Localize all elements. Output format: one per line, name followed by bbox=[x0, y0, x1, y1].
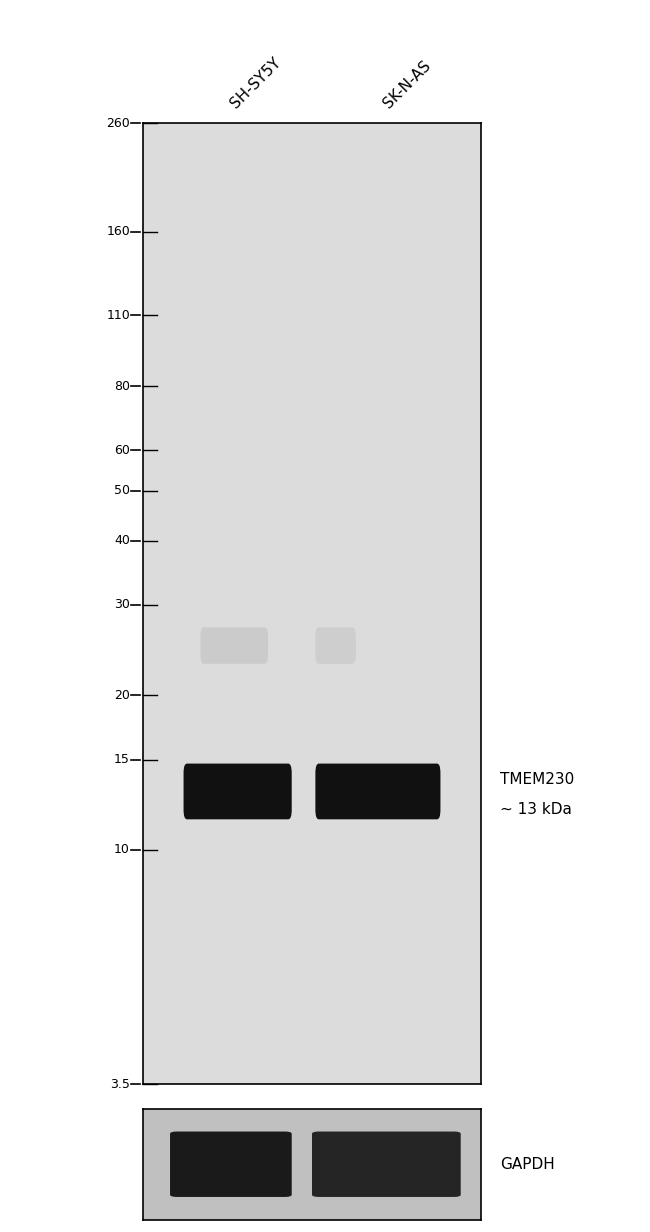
Text: SK-N-AS: SK-N-AS bbox=[380, 58, 434, 111]
Text: 15: 15 bbox=[114, 753, 130, 766]
Text: 30: 30 bbox=[114, 599, 130, 611]
FancyBboxPatch shape bbox=[170, 1131, 292, 1198]
Text: 40: 40 bbox=[114, 535, 130, 547]
Text: 110: 110 bbox=[106, 308, 130, 322]
FancyBboxPatch shape bbox=[315, 627, 356, 664]
FancyBboxPatch shape bbox=[312, 1131, 461, 1198]
Text: 80: 80 bbox=[114, 379, 130, 393]
Text: 10: 10 bbox=[114, 844, 130, 856]
Text: 160: 160 bbox=[106, 225, 130, 238]
Text: 60: 60 bbox=[114, 444, 130, 457]
Text: 50: 50 bbox=[114, 484, 130, 498]
FancyBboxPatch shape bbox=[315, 764, 441, 819]
Text: 20: 20 bbox=[114, 689, 130, 702]
Text: SH-SY5Y: SH-SY5Y bbox=[227, 54, 283, 111]
Text: TMEM230: TMEM230 bbox=[500, 771, 575, 787]
Text: ~ 13 kDa: ~ 13 kDa bbox=[500, 802, 573, 818]
Text: 3.5: 3.5 bbox=[110, 1078, 130, 1090]
Text: 260: 260 bbox=[106, 117, 130, 129]
FancyBboxPatch shape bbox=[183, 764, 292, 819]
FancyBboxPatch shape bbox=[200, 627, 268, 664]
Text: GAPDH: GAPDH bbox=[500, 1157, 555, 1172]
